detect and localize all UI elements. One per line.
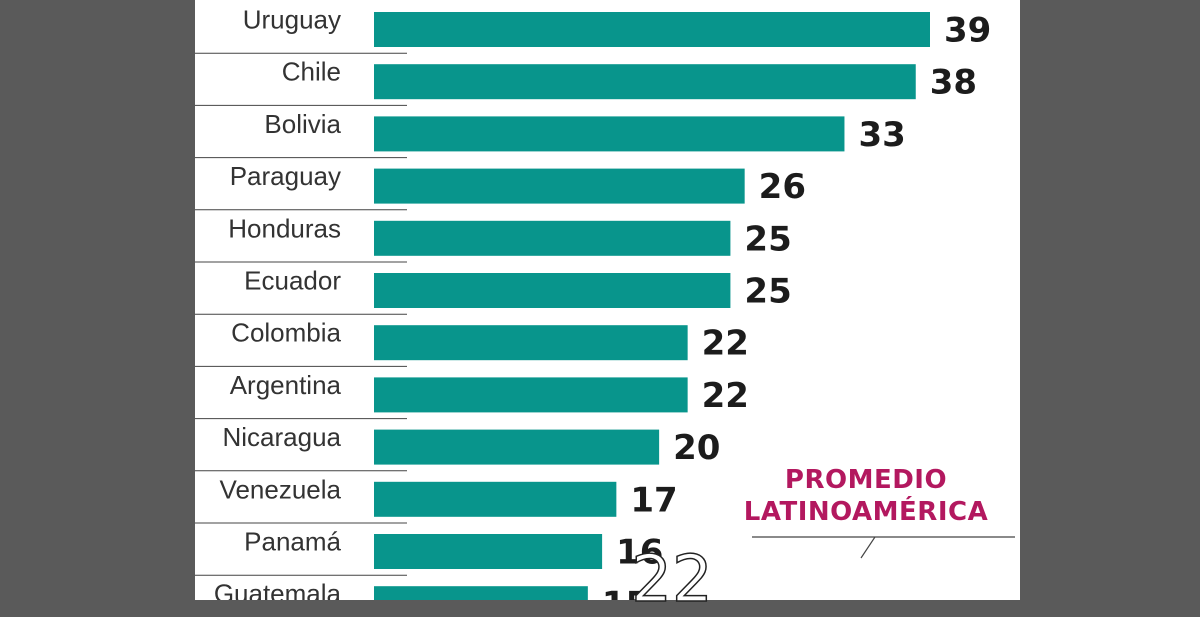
value-label: 15 (602, 585, 649, 600)
value-label: 17 (630, 480, 677, 520)
category-label: Venezuela (220, 474, 342, 504)
bar (374, 586, 588, 600)
value-label: 25 (744, 272, 791, 312)
value-label: 26 (759, 167, 806, 207)
bar (374, 377, 688, 413)
bar (374, 325, 688, 361)
value-label: 39 (944, 11, 991, 51)
category-label: Nicaragua (222, 422, 341, 452)
category-label: Guatemala (214, 579, 342, 600)
chart-panel: Uruguay 39 Chile 38 Bolivia 33 Paraguay 26 Hondu… (195, 0, 1020, 600)
category-label: Ecuador (244, 266, 341, 296)
category-label: Bolivia (264, 109, 341, 139)
value-label: 33 (858, 115, 905, 155)
value-label: 16 (616, 533, 663, 573)
bar (374, 429, 660, 465)
category-label: Panamá (244, 527, 341, 557)
bar (374, 273, 731, 308)
value-label: 38 (930, 63, 977, 103)
value-label: 25 (744, 219, 791, 259)
bar (374, 168, 745, 204)
bar (374, 12, 930, 47)
bar (374, 116, 845, 152)
value-label: 20 (673, 428, 720, 468)
average-value: 22 (631, 543, 714, 617)
category-label: Argentina (230, 370, 342, 400)
bar (374, 64, 916, 100)
bar (374, 534, 603, 569)
category-label: Uruguay (243, 5, 341, 35)
category-label: Chile (282, 57, 341, 87)
value-label: 22 (702, 376, 749, 416)
category-label: Paraguay (230, 161, 341, 191)
bar (374, 220, 731, 256)
category-label: Colombia (231, 318, 341, 348)
average-label-line1: PROMEDIO (784, 465, 948, 495)
category-label: Honduras (228, 213, 341, 243)
average-label-line2: LATINOAMÉRICA (743, 497, 989, 527)
bar-chart: Uruguay 39 Chile 38 Bolivia 33 Paraguay 26 Hondu… (195, 5, 1015, 600)
value-label: 22 (702, 324, 749, 364)
average-divider (752, 536, 1015, 559)
bar (374, 481, 617, 517)
